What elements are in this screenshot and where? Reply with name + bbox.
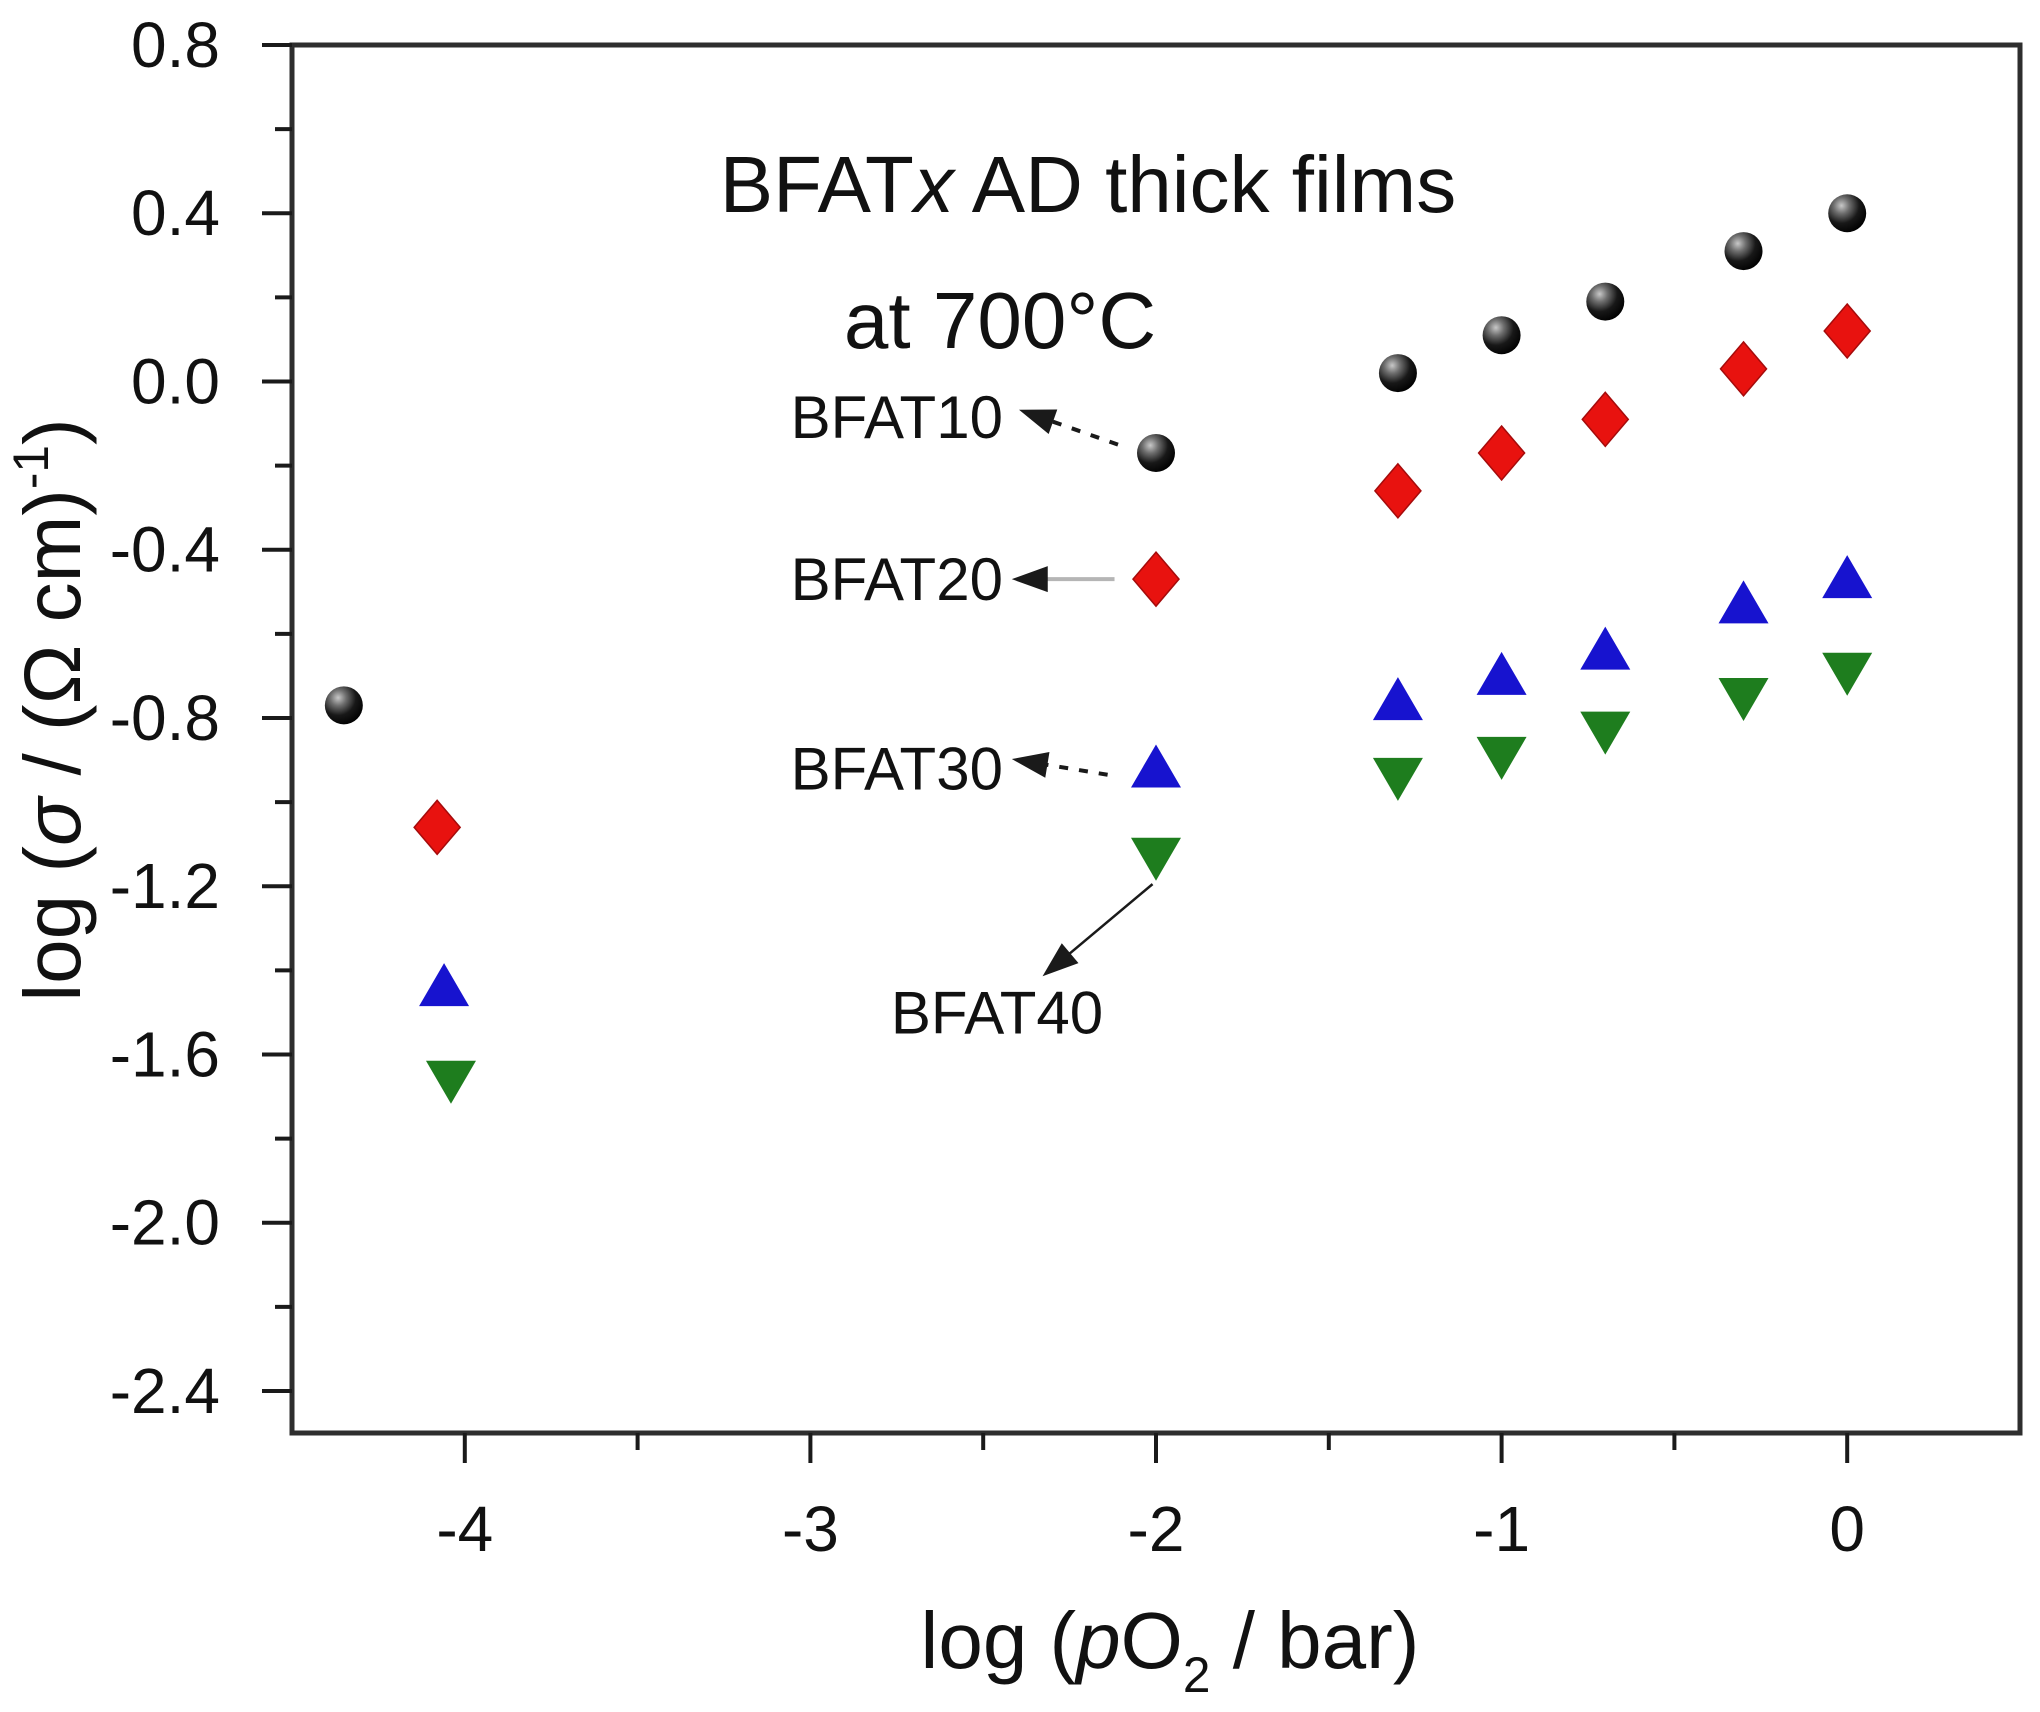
data-point-BFAT30: [1476, 651, 1527, 695]
y-tick-label: -0.8: [110, 682, 220, 754]
data-point-BFAT20: [1581, 391, 1630, 448]
data-point-BFAT30: [1580, 626, 1631, 670]
x-tick-label: -4: [436, 1493, 493, 1565]
data-point-BFAT30: [1718, 580, 1769, 624]
data-point-BFAT40: [1476, 736, 1527, 780]
annotation-arrowhead: [1042, 943, 1079, 977]
annotation-arrowhead: [1019, 409, 1058, 434]
data-point-BFAT40: [425, 1060, 476, 1104]
data-point-BFAT20: [1477, 424, 1526, 482]
y-tick-label: 0.8: [131, 9, 220, 81]
series-BFAT30: [419, 555, 1873, 1007]
x-axis-label: log (pO2 / bar): [921, 1596, 1420, 1703]
data-point-BFAT20: [1719, 340, 1768, 398]
data-point-BFAT40: [1580, 711, 1631, 755]
chart-title-line2: at 700°C: [844, 276, 1156, 365]
data-point-BFAT20: [1132, 551, 1180, 608]
annotation-arrowhead: [1011, 752, 1050, 778]
annotation-label-BFAT10: BFAT10: [791, 384, 1003, 451]
annotation-BFAT20: BFAT20: [791, 546, 1115, 613]
annotation-BFAT40: BFAT40: [891, 883, 1154, 1046]
data-point-BFAT30: [1131, 744, 1181, 788]
x-tick-label: -1: [1473, 1493, 1530, 1565]
data-point-BFAT10: [1137, 433, 1175, 472]
x-tick-label: -3: [782, 1493, 839, 1565]
annotation-arrow-line: [1017, 758, 1108, 777]
series-BFAT10: [324, 194, 1867, 725]
annotation-BFAT30: BFAT30: [791, 735, 1108, 802]
annotation-label-BFAT40: BFAT40: [891, 979, 1103, 1046]
data-point-BFAT30: [1372, 677, 1423, 721]
annotation-arrowhead: [1011, 566, 1048, 593]
chart-title-line1: BFATx AD thick films: [720, 140, 1456, 229]
y-tick-label: -0.4: [110, 514, 220, 586]
data-point-BFAT40: [1718, 677, 1769, 721]
y-tick-label: 0.4: [131, 177, 220, 249]
series-BFAT40: [425, 652, 1873, 1104]
data-point-BFAT20: [1373, 462, 1422, 519]
y-tick-label: -1.2: [110, 850, 220, 922]
data-point-BFAT40: [1372, 757, 1423, 801]
annotation-BFAT10: BFAT10: [791, 384, 1119, 451]
data-point-BFAT30: [419, 963, 470, 1007]
y-axis-label: log (σ / (Ω cm)-1): [3, 418, 97, 1001]
x-tick-label: 0: [1829, 1493, 1865, 1565]
data-point-BFAT10: [324, 686, 363, 725]
data-point-BFAT30: [1822, 555, 1873, 599]
annotation-label-BFAT20: BFAT20: [791, 546, 1003, 613]
data-point-BFAT40: [1131, 837, 1181, 881]
x-tick-label: -2: [1128, 1493, 1185, 1565]
data-point-BFAT20: [1823, 302, 1872, 360]
data-point-BFAT10: [1482, 316, 1521, 355]
axis-ticks: -4 -3 -2 -1 0 0.8 0.4 0.0 -0.4 -0.8 -1.2 -1.6 -2.0 -2…: [110, 9, 1865, 1565]
data-point-BFAT10: [1828, 194, 1867, 233]
data-point-BFAT20: [413, 799, 462, 856]
y-tick-label: -2.0: [110, 1187, 220, 1259]
data-point-BFAT10: [1586, 282, 1625, 321]
y-tick-label: -1.6: [110, 1018, 220, 1090]
y-tick-label: -2.4: [110, 1355, 220, 1427]
series-BFAT20: [413, 302, 1872, 856]
data-point-BFAT10: [1724, 232, 1763, 271]
data-point-BFAT10: [1378, 354, 1417, 393]
y-tick-label: 0.0: [131, 345, 220, 417]
data-point-BFAT40: [1822, 652, 1873, 696]
annotation-label-BFAT30: BFAT30: [791, 735, 1003, 802]
